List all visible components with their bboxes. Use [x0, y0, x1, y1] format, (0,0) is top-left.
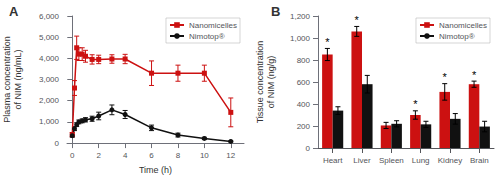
svg-text:of NIM (ng/g): of NIM (ng/g) [266, 56, 276, 109]
svg-text:Nimotop®: Nimotop® [439, 32, 475, 41]
svg-text:*: * [472, 69, 477, 81]
svg-text:800: 800 [297, 56, 311, 65]
svg-text:1,000: 1,000 [290, 34, 311, 43]
svg-text:Time (h): Time (h) [139, 165, 172, 175]
svg-text:Nanomicelles: Nanomicelles [189, 21, 237, 30]
svg-text:*: * [443, 71, 448, 83]
svg-text:600: 600 [297, 78, 311, 87]
svg-text:Nimotop®: Nimotop® [189, 32, 225, 41]
svg-text:5,000: 5,000 [39, 33, 60, 42]
svg-text:4,000: 4,000 [39, 54, 60, 63]
svg-text:*: * [325, 36, 330, 48]
svg-text:Lung: Lung [412, 156, 430, 165]
svg-text:12: 12 [226, 151, 235, 160]
svg-text:0: 0 [55, 139, 60, 148]
svg-text:*: * [413, 98, 418, 110]
svg-text:Brain: Brain [470, 156, 489, 165]
svg-text:Kidney: Kidney [438, 156, 462, 165]
svg-text:Tissue concentration: Tissue concentration [255, 41, 265, 124]
svg-text:Plasma concentration: Plasma concentration [2, 36, 12, 123]
svg-text:B: B [271, 4, 280, 19]
svg-text:400: 400 [297, 100, 311, 109]
svg-text:*: * [355, 14, 360, 26]
svg-text:10: 10 [200, 151, 209, 160]
svg-text:Nanomicelles: Nanomicelles [439, 21, 487, 30]
svg-text:1,000: 1,000 [39, 117, 60, 126]
svg-text:6: 6 [149, 151, 154, 160]
svg-text:200: 200 [297, 122, 311, 131]
svg-text:0: 0 [306, 144, 311, 153]
svg-text:4: 4 [123, 151, 128, 160]
svg-text:Heart: Heart [323, 156, 343, 165]
svg-text:3,000: 3,000 [39, 75, 60, 84]
svg-text:1,200: 1,200 [290, 12, 311, 21]
svg-text:2,000: 2,000 [39, 96, 60, 105]
svg-text:6,000: 6,000 [39, 12, 60, 21]
svg-text:8: 8 [176, 151, 181, 160]
svg-text:of NIM (ng/mL): of NIM (ng/mL) [13, 50, 23, 110]
svg-text:0: 0 [70, 151, 75, 160]
svg-text:2: 2 [96, 151, 101, 160]
svg-text:Liver: Liver [353, 156, 371, 165]
svg-text:Spleen: Spleen [379, 156, 404, 165]
svg-text:A: A [9, 4, 19, 19]
